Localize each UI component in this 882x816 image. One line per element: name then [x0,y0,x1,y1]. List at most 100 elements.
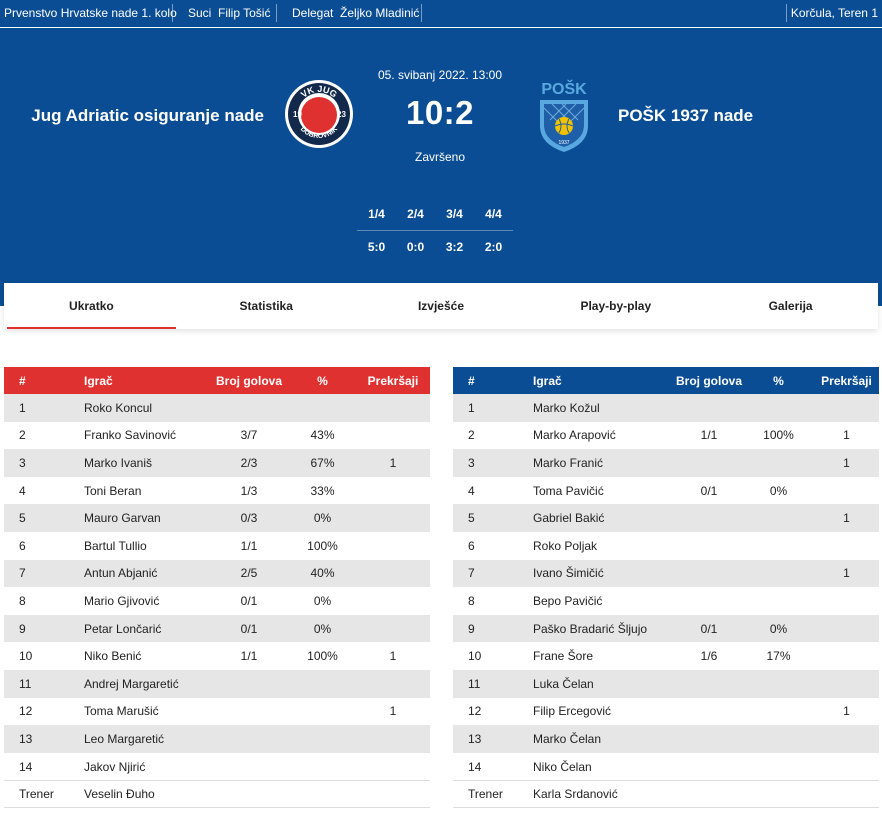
player-name[interactable]: Paško Bradarić Šljujo [533,621,648,636]
table-row: 1 Marko Kožul [453,394,879,422]
cap-number: 7 [468,566,475,581]
player-name[interactable]: Mario Gjivović [84,593,160,608]
percent-value: 0% [313,621,332,636]
cap-number: 3 [19,455,26,470]
table-body: 1 Marko Kožul 2 Marko Arapović 1/1 100% 1 3 Mark… [453,394,879,808]
player-name[interactable]: Luka Čelan [533,676,594,691]
referees: Suci Filip Tošić [188,6,270,20]
quarter-score: 5:0 [367,240,386,254]
percent-value: 100% [307,538,338,553]
percent-value: 33% [310,483,335,498]
cap-number: 12 [19,704,33,719]
cap-number: 10 [19,649,33,664]
exclusions-value: 1 [389,455,397,470]
table-row: 13 Marko Čelan [453,725,879,753]
player-name[interactable]: Toni Beran [84,483,142,498]
table-row: 3 Marko Franić 1 [453,449,879,477]
player-name[interactable]: Bartul Tullio [84,538,147,553]
player-name[interactable]: Roko Koncul [84,400,153,415]
cap-number: 9 [468,621,475,636]
player-name[interactable]: Marko Čelan [533,731,602,746]
tab-play-by-play[interactable]: Play-by-play [580,299,652,313]
quarter-values: 5:0 0:0 3:2 2:0 [357,233,513,261]
referees-label: Suci [188,6,212,20]
player-name[interactable]: Marko Arapović [533,428,616,443]
table-row: 6 Roko Poljak [453,532,879,560]
goals-value: 0/1 [240,593,258,608]
player-name[interactable]: Ivano Šimičić [533,566,604,581]
player-name[interactable]: Toma Pavičić [533,483,604,498]
goals-value: 0/1 [700,621,718,636]
goals-value: 2/5 [240,566,258,581]
home-team-logo[interactable]: VK JUG 19 23 DUBROVNIK [283,78,355,150]
cap-number: 4 [468,483,475,498]
percent-value: 100% [763,428,794,443]
quarter-label: 1/4 [368,207,385,221]
percent-value: 17% [766,649,791,664]
player-name[interactable]: Leo Margaretić [84,731,165,746]
player-name[interactable]: Bepo Pavičić [533,593,603,608]
coach-name: Veselin Đuho [84,787,155,802]
cap-number: 1 [468,400,475,415]
cap-number: 11 [19,676,32,691]
cap-number: 1 [19,400,26,415]
away-team-logo[interactable]: POŠK 1937 [532,78,596,154]
player-name[interactable]: Gabriel Bakić [533,511,605,526]
coach-row: Trener Karla Srdanović [453,780,879,808]
cap-number: 9 [19,621,26,636]
delegate-label: Delegat [292,6,334,20]
goals-value: 0/3 [240,511,258,526]
tab-statistika[interactable]: Statistika [239,299,293,313]
player-name[interactable]: Roko Poljak [533,538,598,553]
cap-number: 5 [19,511,26,526]
table-row: 10 Niko Benić 1/1 100% 1 [4,642,430,670]
cap-number: 13 [19,731,33,746]
final-score: 10:2 [405,94,475,131]
cap-number: 14 [468,759,482,774]
home-team-name[interactable]: Jug Adriatic osiguranje nade [31,106,264,125]
table-row: 7 Ivano Šimičić 1 [453,559,879,588]
logo-left-num: 19 [293,110,302,119]
table-row: 11 Andrej Margaretić [4,669,430,698]
player-name[interactable]: Mauro Garvan [84,511,161,526]
goals-value: 2/3 [240,455,258,470]
player-name[interactable]: Petar Lončarić [84,621,162,636]
player-name[interactable]: Niko Čelan [533,759,592,774]
player-name[interactable]: Antun Abjanić [84,566,158,581]
match-info-bar: Prvenstvo Hrvatske nade 1. kolo Suci Fil… [0,0,882,27]
match-header: Jug Adriatic osiguranje nade VK JUG 19 2… [0,28,882,306]
col-goals: Broj golova [675,373,742,388]
player-name[interactable]: Marko Franić [533,455,604,470]
tab-izvjesce[interactable]: Izvješće [417,299,465,313]
exclusions-value: 1 [843,511,850,526]
table-row: 14 Niko Čelan [453,753,879,781]
col-exclusions: Prekršaji [367,373,419,388]
referees-value: Filip Tošić [218,6,271,20]
player-name[interactable]: Marko Kožul [533,400,600,415]
player-name[interactable]: Andrej Margaretić [84,676,179,691]
table-row: 1 Roko Koncul [4,394,430,422]
player-name[interactable]: Toma Marušić [84,704,159,719]
competition-round: Prvenstvo Hrvatske nade 1. kolo [4,6,177,20]
player-name[interactable]: Franko Savinović [84,428,177,443]
player-name[interactable]: Niko Benić [84,649,142,664]
player-name[interactable]: Frane Šore [533,649,594,664]
table-row: 13 Leo Margaretić [4,725,430,753]
player-name[interactable]: Jakov Njirić [84,759,146,774]
player-name[interactable]: Marko Ivaniš [84,455,153,470]
tab-galerija[interactable]: Galerija [768,299,813,313]
cap-number: 2 [19,428,26,443]
venue: Korčula, Teren 1 [790,6,878,20]
divider [421,4,422,22]
cap-number: 11 [468,676,481,691]
away-team-name[interactable]: POŠK 1937 nade [618,106,754,125]
col-exclusions: Prekršaji [821,373,872,388]
home-roster-table: # Igrač Broj golova % Prekršaji 1 Roko Ko… [4,367,430,808]
cap-number: 7 [19,566,26,581]
player-name[interactable]: Filip Ercegović [533,704,612,719]
cap-number: 2 [468,428,475,443]
col-percent: % [317,373,328,388]
table-row: 4 Toni Beran 1/3 33% [4,477,430,505]
goals-value: 3/7 [240,428,258,443]
tab-ukratko[interactable]: Ukratko [4,283,179,329]
